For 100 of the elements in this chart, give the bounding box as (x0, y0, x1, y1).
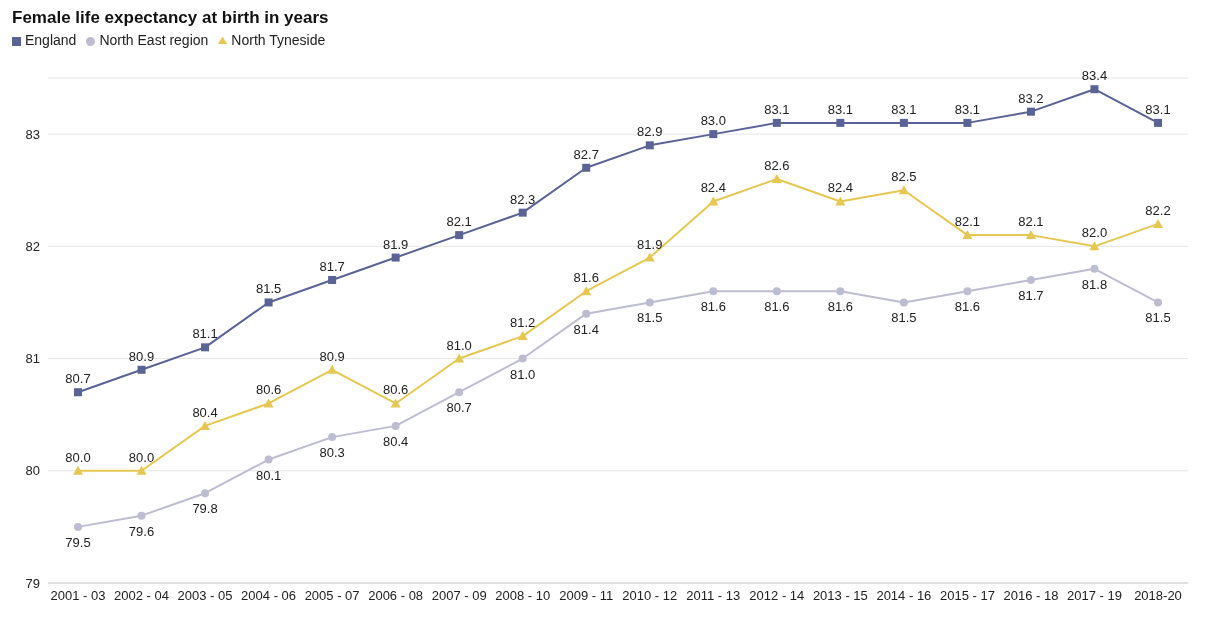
point (581, 286, 592, 296)
x-tick-label: 2002 - 04 (114, 588, 169, 604)
point (390, 398, 401, 408)
x-tick-label: 2005 - 07 (304, 588, 360, 604)
x-tick-label: 2001 - 03 (50, 588, 106, 604)
point (518, 354, 527, 363)
data-label: 81.7 (1018, 288, 1044, 303)
x-tick-label: 2008 - 10 (495, 588, 551, 604)
data-label: 81.5 (891, 310, 917, 326)
data-label: 83.2 (1018, 90, 1044, 106)
data-label: 79.8 (192, 501, 218, 517)
y-tick-label: 83 (25, 126, 40, 142)
x-tick-label: 2015 - 17 (939, 588, 995, 604)
point (963, 287, 972, 296)
data-label: 80.1 (255, 467, 282, 483)
data-label: 81.6 (700, 299, 726, 315)
data-label: 82.7 (573, 146, 599, 162)
point (1026, 107, 1035, 116)
x-tick-label: 2007 - 09 (431, 588, 487, 604)
data-label: 82.3 (510, 191, 536, 207)
x-tick-label: 2018-20 (1134, 588, 1182, 604)
data-label: 81.5 (637, 310, 663, 326)
data-label: 80.3 (319, 445, 345, 461)
y-tick-label: 82 (25, 238, 40, 254)
point (709, 130, 718, 139)
data-label: 83.4 (1081, 68, 1108, 84)
data-label: 82.0 (1081, 225, 1108, 241)
x-tick-label: 2004 - 06 (241, 588, 297, 604)
x-tick-label: 2012 - 14 (749, 588, 805, 604)
point (518, 208, 527, 217)
data-label: 82.4 (827, 180, 854, 196)
data-label: 83.1 (764, 101, 790, 117)
x-tick-label: 2006 - 08 (368, 588, 424, 604)
point (772, 287, 781, 296)
data-label: 81.0 (446, 337, 472, 353)
data-label: 80.0 (128, 449, 155, 465)
x-tick-label: 2016 - 18 (1003, 588, 1059, 604)
data-label: 80.7 (446, 400, 472, 416)
data-label: 80.6 (382, 382, 409, 398)
point (962, 230, 973, 240)
data-label: 82.9 (637, 124, 663, 140)
x-tick-label: 2003 - 05 (177, 588, 233, 604)
data-label: 81.5 (255, 281, 282, 297)
data-label: 83.0 (700, 113, 726, 129)
point (1089, 241, 1100, 251)
legend-label: England (25, 32, 77, 48)
point (264, 455, 273, 464)
point (327, 364, 338, 374)
y-tick-label: 81 (25, 351, 40, 367)
data-label: 81.5 (1145, 310, 1171, 326)
point (137, 365, 146, 374)
point (708, 196, 719, 206)
x-tick-label: 2013 - 15 (812, 588, 868, 604)
point (264, 298, 273, 307)
data-label: 81.9 (382, 236, 409, 252)
x-tick-label: 2010 - 12 (622, 588, 678, 604)
x-tick-label: 2014 - 16 (876, 588, 932, 604)
point (709, 287, 718, 296)
point (391, 253, 400, 262)
data-label: 82.4 (700, 180, 726, 196)
point (74, 522, 82, 531)
x-tick-label: 2009 - 11 (559, 588, 614, 604)
point (391, 421, 400, 430)
data-label: 80.7 (65, 371, 91, 387)
data-label: 82.1 (954, 214, 981, 230)
point (771, 174, 782, 183)
point (328, 433, 337, 442)
legend-label: North East region (99, 32, 209, 48)
point (136, 465, 147, 475)
data-label: 83.1 (1145, 101, 1171, 117)
data-label: 80.4 (192, 404, 218, 420)
point (1154, 118, 1162, 127)
point (836, 118, 845, 127)
data-label: 83.1 (891, 101, 917, 117)
data-label: 81.7 (319, 259, 345, 274)
data-label: 83.1 (954, 101, 981, 117)
point (1090, 264, 1099, 273)
y-tick-label: 80 (25, 463, 40, 479)
point (899, 118, 908, 127)
point (137, 511, 146, 520)
data-label: 81.6 (954, 299, 981, 315)
point (899, 298, 908, 307)
point (772, 118, 781, 127)
data-label: 80.4 (382, 433, 409, 449)
data-label: 81.6 (827, 299, 854, 315)
data-label: 79.6 (128, 523, 155, 539)
point (1025, 230, 1036, 240)
data-label: 82.6 (764, 158, 790, 173)
point (1090, 85, 1099, 94)
data-label: 80.9 (128, 348, 155, 364)
data-label: 81.6 (764, 299, 790, 315)
point (582, 309, 591, 318)
data-label: 82.5 (891, 169, 917, 185)
point (645, 141, 654, 150)
point (200, 420, 211, 430)
x-tick-label: 2011 - 13 (686, 588, 741, 604)
point (1154, 298, 1162, 307)
data-label: 80.6 (255, 382, 282, 398)
point (836, 287, 845, 296)
point (201, 489, 210, 498)
